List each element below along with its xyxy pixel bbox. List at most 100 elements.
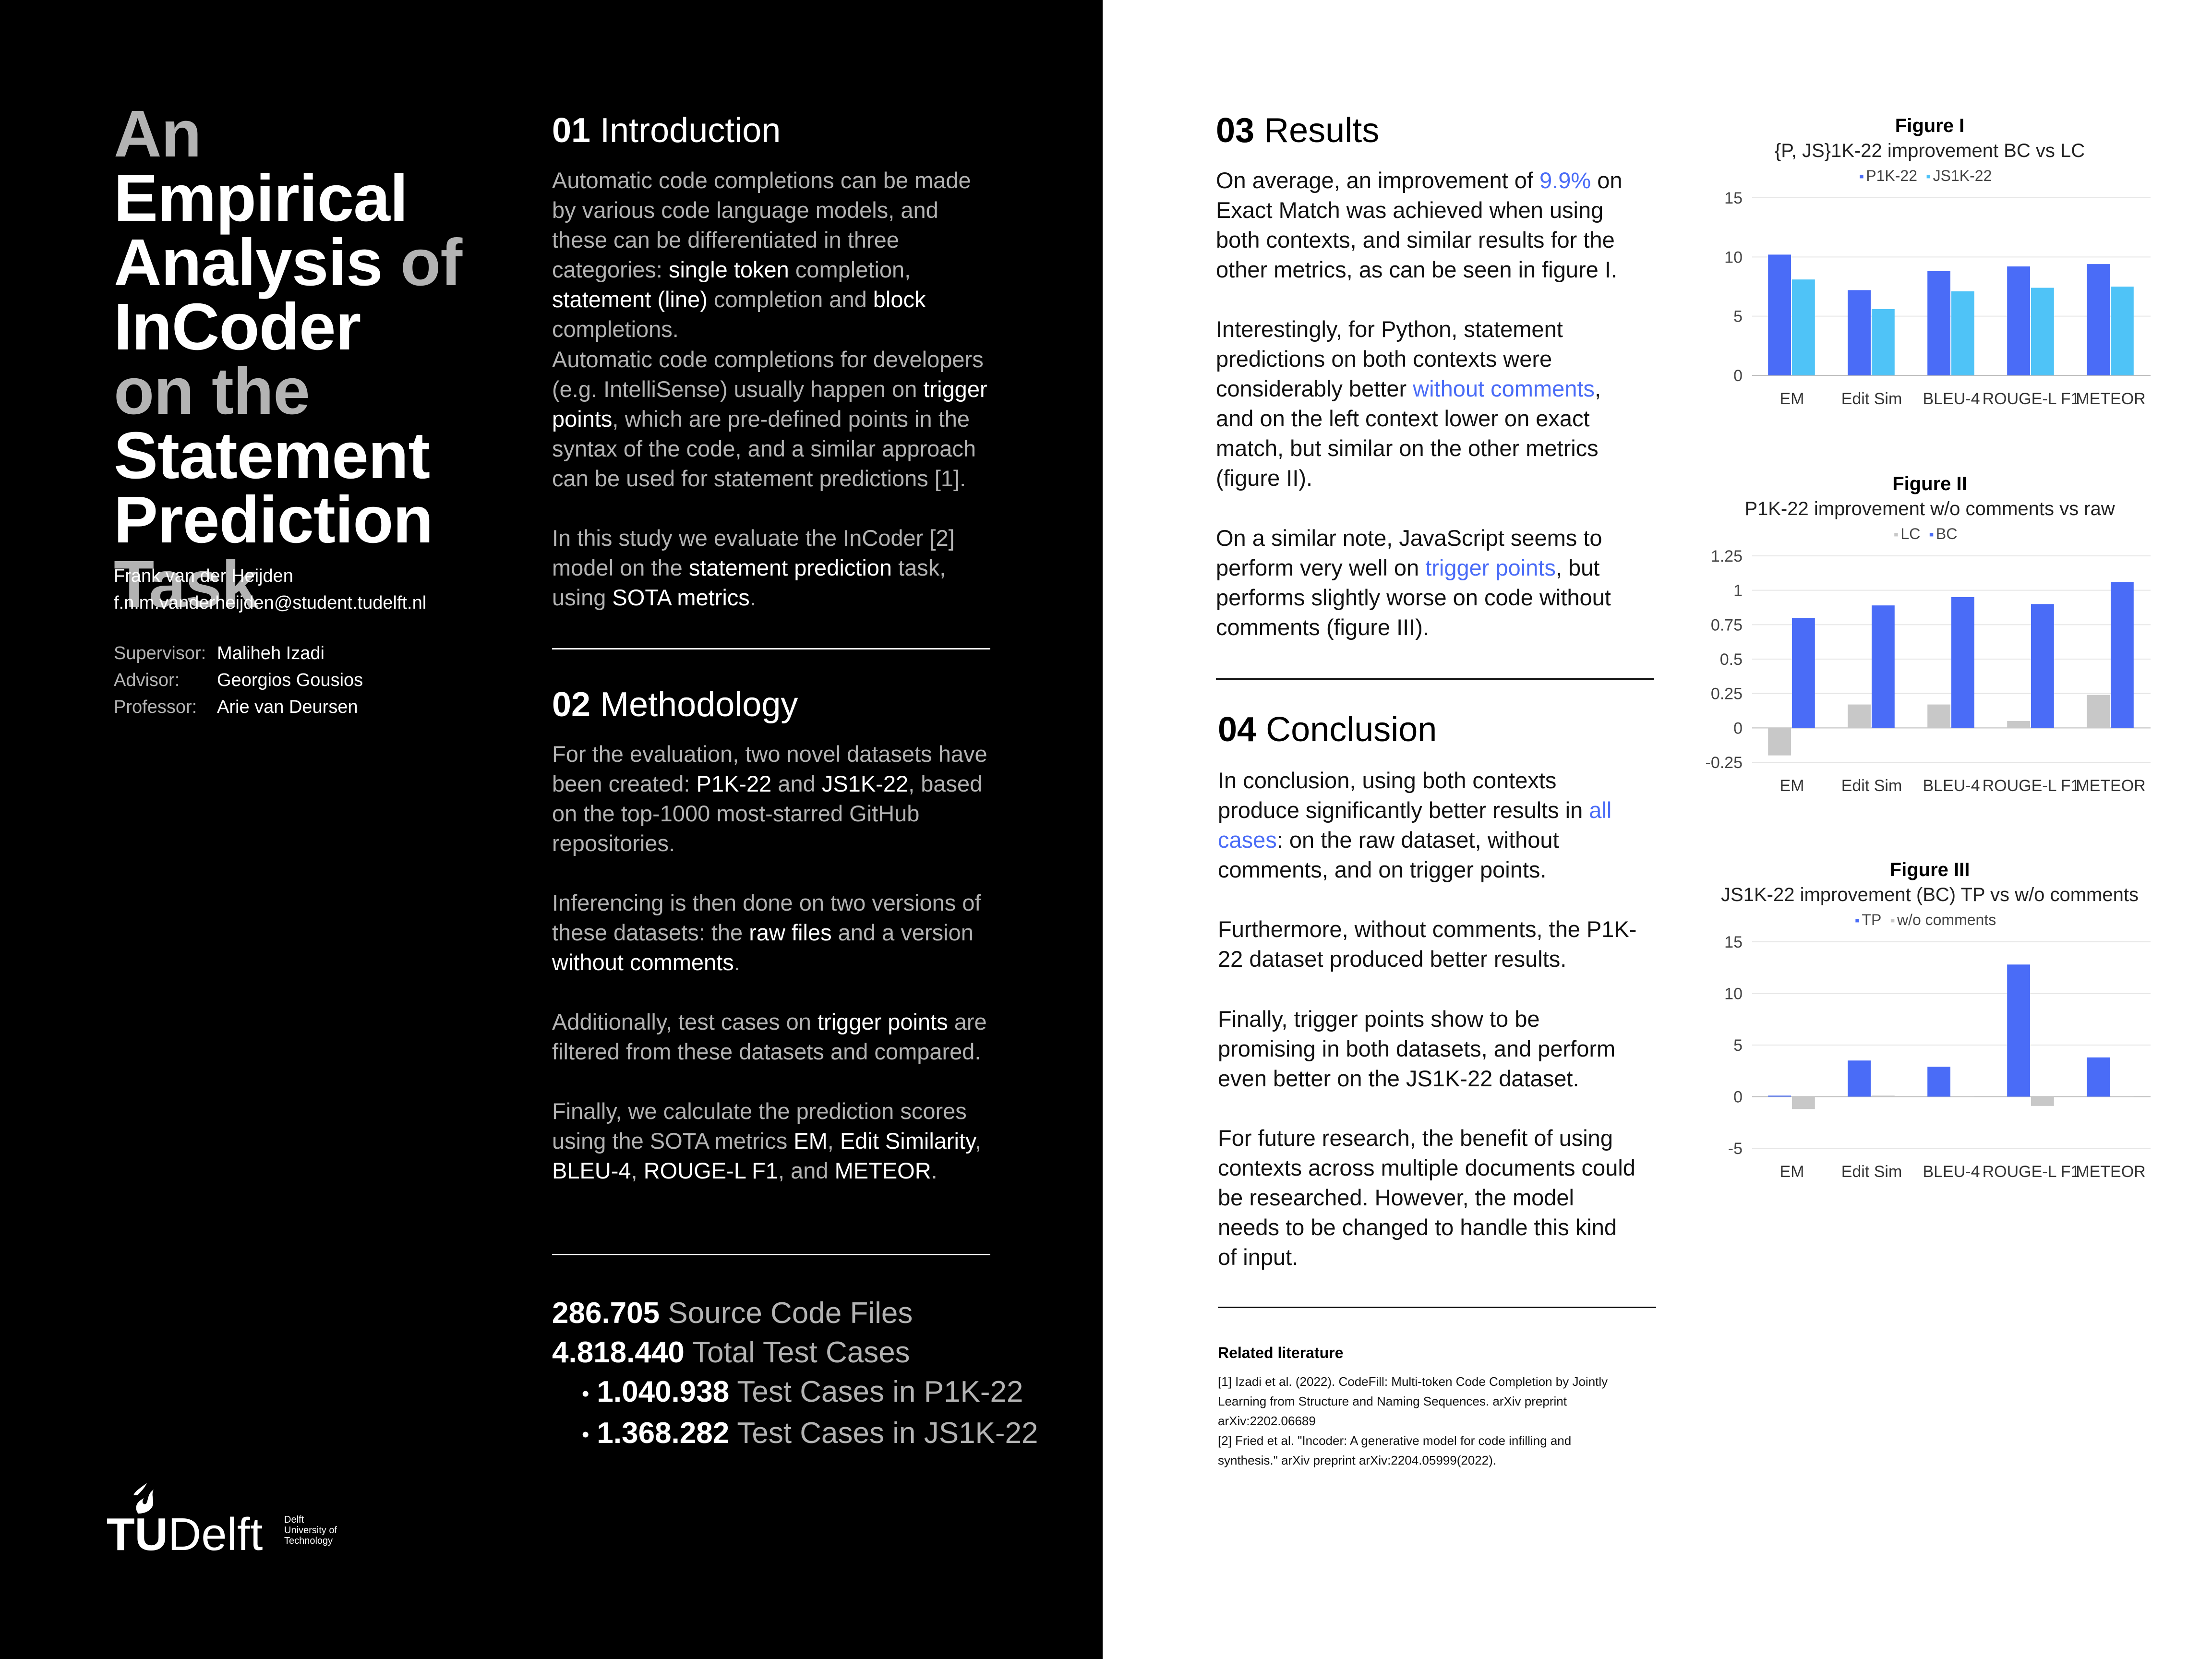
intro-paragraph-3: In this study we evaluate the InCoder [2… [552, 523, 994, 613]
intro-number: 01 [552, 111, 591, 150]
figure-1-chart: Figure I {P, JS}1K-22 improvement BC vs L… [1699, 111, 2160, 428]
bar [2087, 1057, 2110, 1097]
legend-item: ▪ P1K-22 [1859, 167, 1917, 184]
methodology-paragraph-3: Additionally, test cases on trigger poin… [552, 1007, 994, 1067]
x-tick-label: BLEU-4 [1923, 390, 1980, 408]
reference-2: [2] Fried et al. "Incoder: A generative … [1218, 1433, 1572, 1467]
flame-icon [133, 1483, 154, 1514]
intro-paragraph-1: Automatic code completions can be made b… [552, 166, 994, 344]
highlight-text: trigger points [552, 376, 987, 432]
y-tick-label: 0.75 [1711, 616, 1743, 634]
conclusion-paragraph-2: Furthermore, without comments, the P1K-2… [1218, 914, 1640, 974]
y-tick-label: 10 [1724, 985, 1743, 1003]
title-line: Prediction [114, 487, 507, 553]
y-tick-label: 0 [1733, 367, 1743, 385]
staff-role: Supervisor: [114, 643, 206, 663]
methodology-paragraph-1: For the evaluation, two novel datasets h… [552, 739, 994, 858]
text-run: , based on the top-1000 most-starred Git… [552, 771, 983, 856]
title-segment: Statement [114, 419, 430, 493]
legend-label: P1K-22 [1866, 167, 1917, 184]
highlight-text: single token [668, 257, 789, 282]
author-block: Frank van der Heijden f.n.m.vanderheijde… [114, 563, 426, 616]
logo-subtext: Delft University of Technology [284, 1515, 337, 1546]
chart-legend: ▪ TP ▪ w/o comments [1699, 911, 2160, 929]
text-run: Finally, we calculate the prediction sco… [552, 1098, 967, 1154]
title-line: on the [114, 358, 507, 424]
text-run: . [733, 950, 740, 975]
chart-subtitle: JS1K-22 improvement (BC) TP vs w/o comme… [1721, 884, 2139, 905]
stat-value: 286.705 [552, 1297, 660, 1330]
staff-row: Supervisor: Maliheh Izadi [114, 640, 363, 667]
x-tick-label: METEOR [2076, 390, 2145, 408]
y-tick-label: 0.25 [1711, 685, 1743, 703]
text-run: , which are pre-defined points in the sy… [552, 406, 976, 491]
text-run: In conclusion, using both contexts produ… [1218, 768, 1589, 823]
intro-heading: 01 Introduction [552, 111, 781, 150]
highlight-text: trigger points [1425, 555, 1556, 580]
stat-label: Source Code Files [668, 1297, 913, 1330]
text-run: and a version [831, 920, 974, 945]
y-tick-label: 5 [1733, 1036, 1743, 1055]
y-tick-label: 15 [1724, 933, 1743, 951]
stat-value: 4.818.440 [552, 1336, 685, 1369]
bar [1951, 597, 1974, 728]
highlight-text: block [873, 287, 926, 312]
legend-label: JS1K-22 [1933, 167, 1992, 184]
y-tick-label: 15 [1724, 189, 1743, 207]
text-run: completions. [552, 316, 679, 342]
legend-swatch-icon: ▪ [1854, 913, 1860, 928]
logo-wordmark: TUDelft [107, 1509, 263, 1560]
results-paragraph-1: On average, an improvement of 9.9% on Ex… [1216, 166, 1638, 285]
text-run: , and on the left context lower on exact… [1216, 376, 1601, 491]
text-run: , and [778, 1158, 835, 1183]
staff-role: Advisor: [114, 670, 180, 690]
stat-row: • 1.368.282 Test Cases in JS1K-22 [552, 1414, 1038, 1455]
text-run: , [631, 1158, 644, 1183]
bar [2087, 695, 2110, 728]
conclusion-paragraph-1: In conclusion, using both contexts produ… [1218, 766, 1640, 885]
bar [1768, 728, 1791, 756]
title-line: An Empirical [114, 101, 507, 231]
legend-item: ▪ w/o comments [1890, 911, 1996, 928]
x-tick-label: Edit Sim [1841, 777, 1902, 795]
chart-subtitle: P1K-22 improvement w/o comments vs raw [1744, 498, 2115, 519]
stat-label: Test Cases in JS1K-22 [737, 1416, 1038, 1450]
bar [2111, 287, 2134, 375]
bar [1872, 605, 1895, 728]
legend-swatch-icon: ▪ [1890, 913, 1895, 928]
highlight-text: Edit Similarity [840, 1128, 975, 1154]
divider [552, 648, 990, 649]
text-run: On a similar note, JavaScript seems to p… [1216, 525, 1602, 580]
text-run: , [827, 1128, 840, 1154]
intro-paragraph-2: Automatic code completions for developer… [552, 345, 994, 493]
staff-name: Maliheh Izadi [217, 643, 325, 663]
legend-item: ▪ BC [1929, 525, 1957, 542]
results-number: 03 [1216, 111, 1255, 150]
chart-legend: ▪ LC ▪ BC [1699, 525, 2160, 543]
staff-name: Arie van Deursen [217, 697, 358, 717]
bar [1951, 291, 1974, 375]
stat-label: Test Cases in P1K-22 [737, 1375, 1023, 1408]
legend-swatch-icon: ▪ [1926, 168, 1931, 184]
text-run: task, using [552, 555, 946, 610]
y-tick-label: -5 [1728, 1140, 1743, 1158]
divider [1218, 1307, 1656, 1308]
intro-title: Introduction [600, 111, 781, 150]
chart-title: Figure III [1889, 859, 1970, 880]
title-line: Analysis of [114, 229, 507, 296]
stat-row: • 1.040.938 Test Cases in P1K-22 [552, 1372, 1038, 1414]
legend-item: ▪ TP [1855, 911, 1882, 928]
conclusion-paragraph-3: Finally, trigger points show to be promi… [1218, 1004, 1640, 1094]
highlight-text: all cases [1218, 797, 1612, 853]
bar [1848, 1060, 1871, 1097]
bar [1792, 279, 1815, 375]
chart-title: Figure II [1892, 473, 1967, 494]
highlight-text: BLEU-4 [552, 1158, 631, 1183]
highlight-text: JS1K-22 [821, 771, 909, 796]
bar [1848, 290, 1871, 375]
author-email: f.n.m.vanderheijden@student.tudelft.nl [114, 593, 427, 613]
results-heading: 03 Results [1216, 111, 1379, 150]
text-run: Automatic code completions can be made b… [552, 168, 971, 282]
staff-name: Georgios Gousios [217, 670, 363, 690]
